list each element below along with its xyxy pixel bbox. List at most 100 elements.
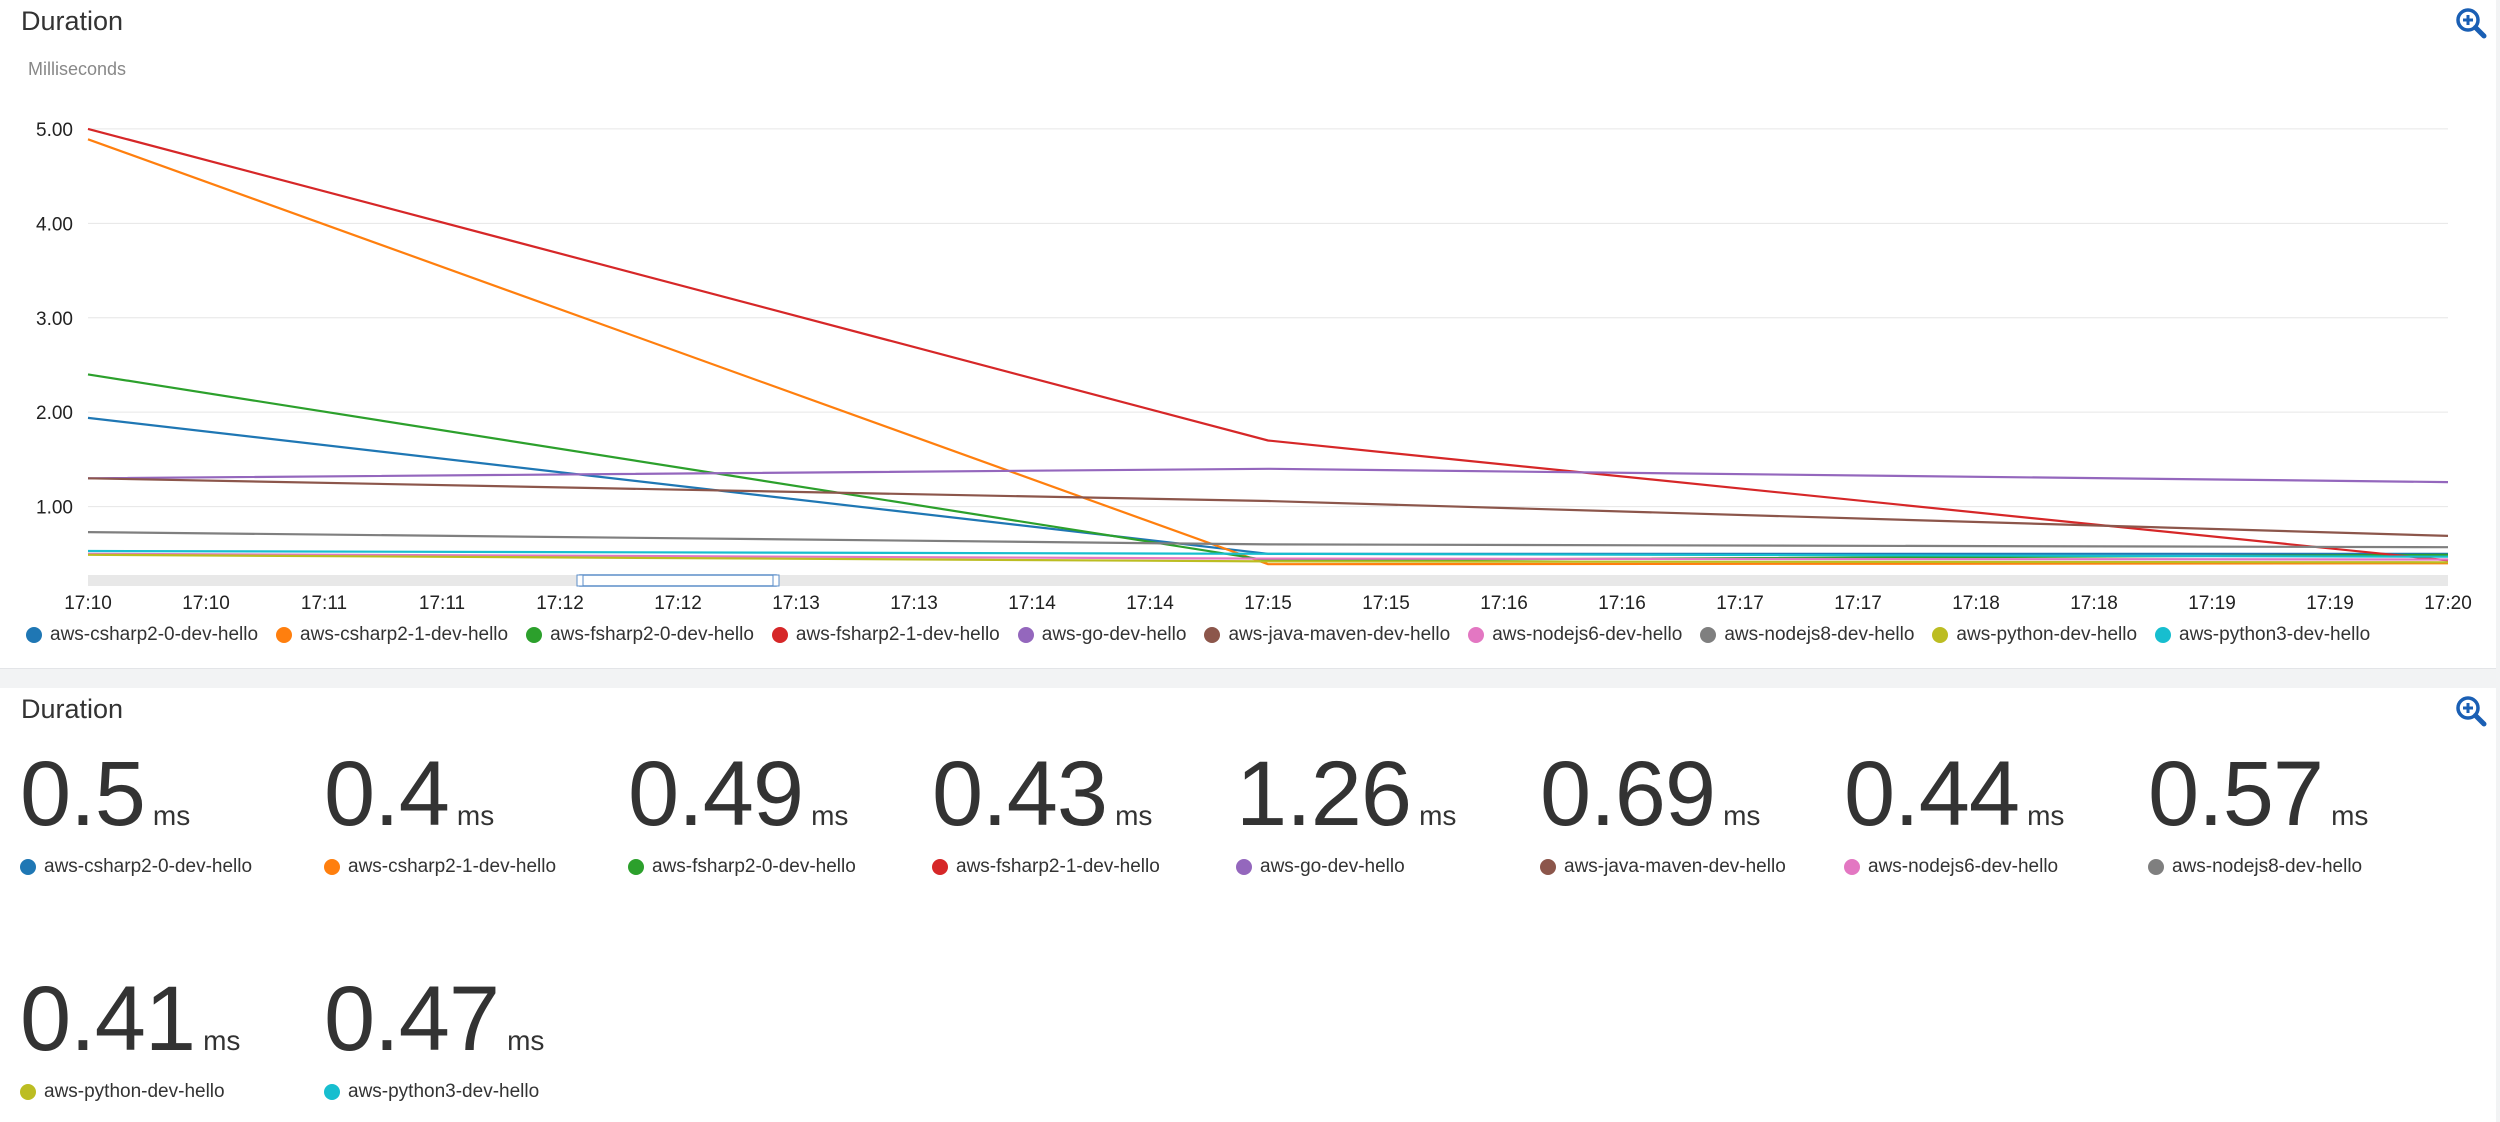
metric-value: 0.43 ms xyxy=(932,742,1152,847)
metric-swatch xyxy=(324,859,340,875)
x-tick-label: 17:10 xyxy=(182,593,230,614)
metric-value: 0.49 ms xyxy=(628,742,848,847)
x-tick-label: 17:16 xyxy=(1480,593,1528,614)
zoom-in-icon[interactable] xyxy=(2454,694,2488,728)
legend-item[interactable]: aws-java-maven-dev-hello xyxy=(1204,624,1450,646)
metric-label: aws-csharp2-1-dev-hello xyxy=(324,856,556,878)
x-tick-label: 17:18 xyxy=(1952,593,2000,614)
series-line-aws-nodejs6-dev-hello xyxy=(87,552,2449,561)
time-navigator-window xyxy=(579,574,777,587)
legend-swatch xyxy=(1468,627,1485,643)
legend-swatch xyxy=(771,627,788,643)
metric-unit: ms xyxy=(152,800,191,831)
x-tick-label: 17:14 xyxy=(1008,593,1056,614)
metric-series-name: aws-go-dev-hello xyxy=(1260,856,1405,877)
metric-swatch xyxy=(628,859,644,875)
legend-label: aws-csharp2-0-dev-hello xyxy=(50,624,259,645)
metric-value: 0.57 ms xyxy=(2148,742,2368,847)
metric-unit: ms xyxy=(1419,800,1457,831)
chart-panel-title: Duration xyxy=(21,6,124,36)
legend-item[interactable]: aws-fsharp2-0-dev-hello xyxy=(526,624,754,646)
metric-swatch xyxy=(1540,859,1556,875)
metric-number: 1.26 xyxy=(1236,743,1412,845)
legend-label: aws-python-dev-hello xyxy=(1956,624,2138,645)
legend-swatch xyxy=(26,627,42,643)
y-tick-label: 3.00 xyxy=(36,309,73,330)
legend-item[interactable]: aws-python3-dev-hello xyxy=(2155,624,2370,646)
zoom-in-icon[interactable] xyxy=(2454,6,2488,40)
metric-value: 0.47 ms xyxy=(324,967,544,1072)
x-tick-label: 17:13 xyxy=(772,593,820,614)
legend-label: aws-nodejs8-dev-hello xyxy=(1724,624,1915,645)
legend-swatch xyxy=(2155,627,2172,643)
y-tick-label: 5.00 xyxy=(36,120,73,141)
metric-value: 0.4 ms xyxy=(324,742,494,847)
duration-chart-panel: Duration Milliseconds 1.00 2.00 3.00 4.00 5.0… xyxy=(0,0,2496,669)
metric-label: aws-fsharp2-0-dev-hello xyxy=(628,856,856,878)
legend-label: aws-java-maven-dev-hello xyxy=(1228,624,1451,645)
series-line-aws-java-maven-dev-hello xyxy=(87,477,2449,537)
metric-number: 0.49 xyxy=(628,743,804,845)
metric-label: aws-fsharp2-1-dev-hello xyxy=(932,856,1160,878)
legend-swatch xyxy=(276,627,293,643)
x-tick-label: 17:12 xyxy=(536,593,584,614)
x-tick-label: 17:20 xyxy=(2424,593,2472,614)
x-tick-label: 17:17 xyxy=(1716,593,1764,614)
legend-swatch xyxy=(1017,627,1034,643)
metric-number: 0.57 xyxy=(2148,743,2324,845)
metric-unit: ms xyxy=(2331,800,2369,831)
metric-series-name: aws-python3-dev-hello xyxy=(348,1081,540,1102)
legend-item[interactable]: aws-nodejs8-dev-hello xyxy=(1700,624,1914,646)
metric-swatch xyxy=(20,859,36,875)
x-tick-label: 17:12 xyxy=(654,593,702,614)
legend-label: aws-fsharp2-1-dev-hello xyxy=(795,624,1000,645)
legend-item[interactable]: aws-python-dev-hello xyxy=(1932,624,2137,646)
time-navigator-handle-left xyxy=(576,574,584,587)
metric-value: 0.44 ms xyxy=(1844,742,2064,847)
legend-swatch xyxy=(526,627,543,643)
time-navigator-handle-right xyxy=(772,574,780,587)
x-tick-label: 17:15 xyxy=(1362,593,1410,614)
legend-swatch xyxy=(1932,627,1949,643)
metric-value: 0.5 ms xyxy=(20,742,190,847)
metric-number: 0.69 xyxy=(1540,743,1716,845)
metric-unit: ms xyxy=(456,800,495,831)
x-tick-label: 17:11 xyxy=(301,593,347,614)
series-line-aws-csharp2-1-dev-hello xyxy=(87,138,2449,566)
metric-swatch xyxy=(20,1084,36,1100)
metric-unit: ms xyxy=(1723,800,1761,831)
legend-item[interactable]: aws-csharp2-0-dev-hello xyxy=(26,624,258,646)
metric-unit: ms xyxy=(1115,800,1153,831)
metric-label: aws-csharp2-0-dev-hello xyxy=(20,856,252,878)
series-line-aws-python-dev-hello xyxy=(87,553,2449,564)
x-tick-label: 17:15 xyxy=(1244,593,1292,614)
x-tick-label: 17:19 xyxy=(2188,593,2236,614)
metric-number: 0.44 xyxy=(1844,743,2020,845)
metric-number: 0.4 xyxy=(324,743,450,845)
metric-swatch xyxy=(2148,859,2164,875)
x-tick-label: 17:10 xyxy=(64,593,112,614)
y-axis-label: Milliseconds xyxy=(28,59,126,79)
metric-label: aws-python3-dev-hello xyxy=(324,1081,539,1103)
chart-legend: aws-csharp2-0-dev-hello aws-csharp2-1-dev… xyxy=(26,624,2388,646)
series-line-aws-go-dev-hello xyxy=(87,467,2449,484)
legend-item[interactable]: aws-csharp2-1-dev-hello xyxy=(276,624,508,646)
metric-series-name: aws-fsharp2-0-dev-hello xyxy=(652,856,856,877)
metric-series-name: aws-csharp2-0-dev-hello xyxy=(44,856,253,877)
series-line-aws-python3-dev-hello xyxy=(87,549,2449,558)
legend-label: aws-go-dev-hello xyxy=(1041,624,1187,645)
metric-series-name: aws-csharp2-1-dev-hello xyxy=(348,856,557,877)
x-tick-label: 17:14 xyxy=(1126,593,1174,614)
metric-swatch xyxy=(1236,859,1252,875)
metric-value: 0.69 ms xyxy=(1540,742,1760,847)
x-tick-label: 17:11 xyxy=(419,593,465,614)
duration-metrics-panel: Duration 0.5 ms aws-csharp2-0-dev-hello 0.4… xyxy=(0,688,2496,1122)
metric-number: 0.41 xyxy=(20,968,196,1070)
metric-number: 0.47 xyxy=(324,968,500,1070)
legend-item[interactable]: aws-go-dev-hello xyxy=(1017,624,1187,646)
legend-item[interactable]: aws-fsharp2-1-dev-hello xyxy=(771,624,1000,646)
legend-item[interactable]: aws-nodejs6-dev-hello xyxy=(1468,624,1682,646)
metric-series-name: aws-fsharp2-1-dev-hello xyxy=(956,856,1160,877)
x-tick-label: 17:13 xyxy=(890,593,938,614)
metric-label: aws-nodejs8-dev-hello xyxy=(2148,856,2362,878)
